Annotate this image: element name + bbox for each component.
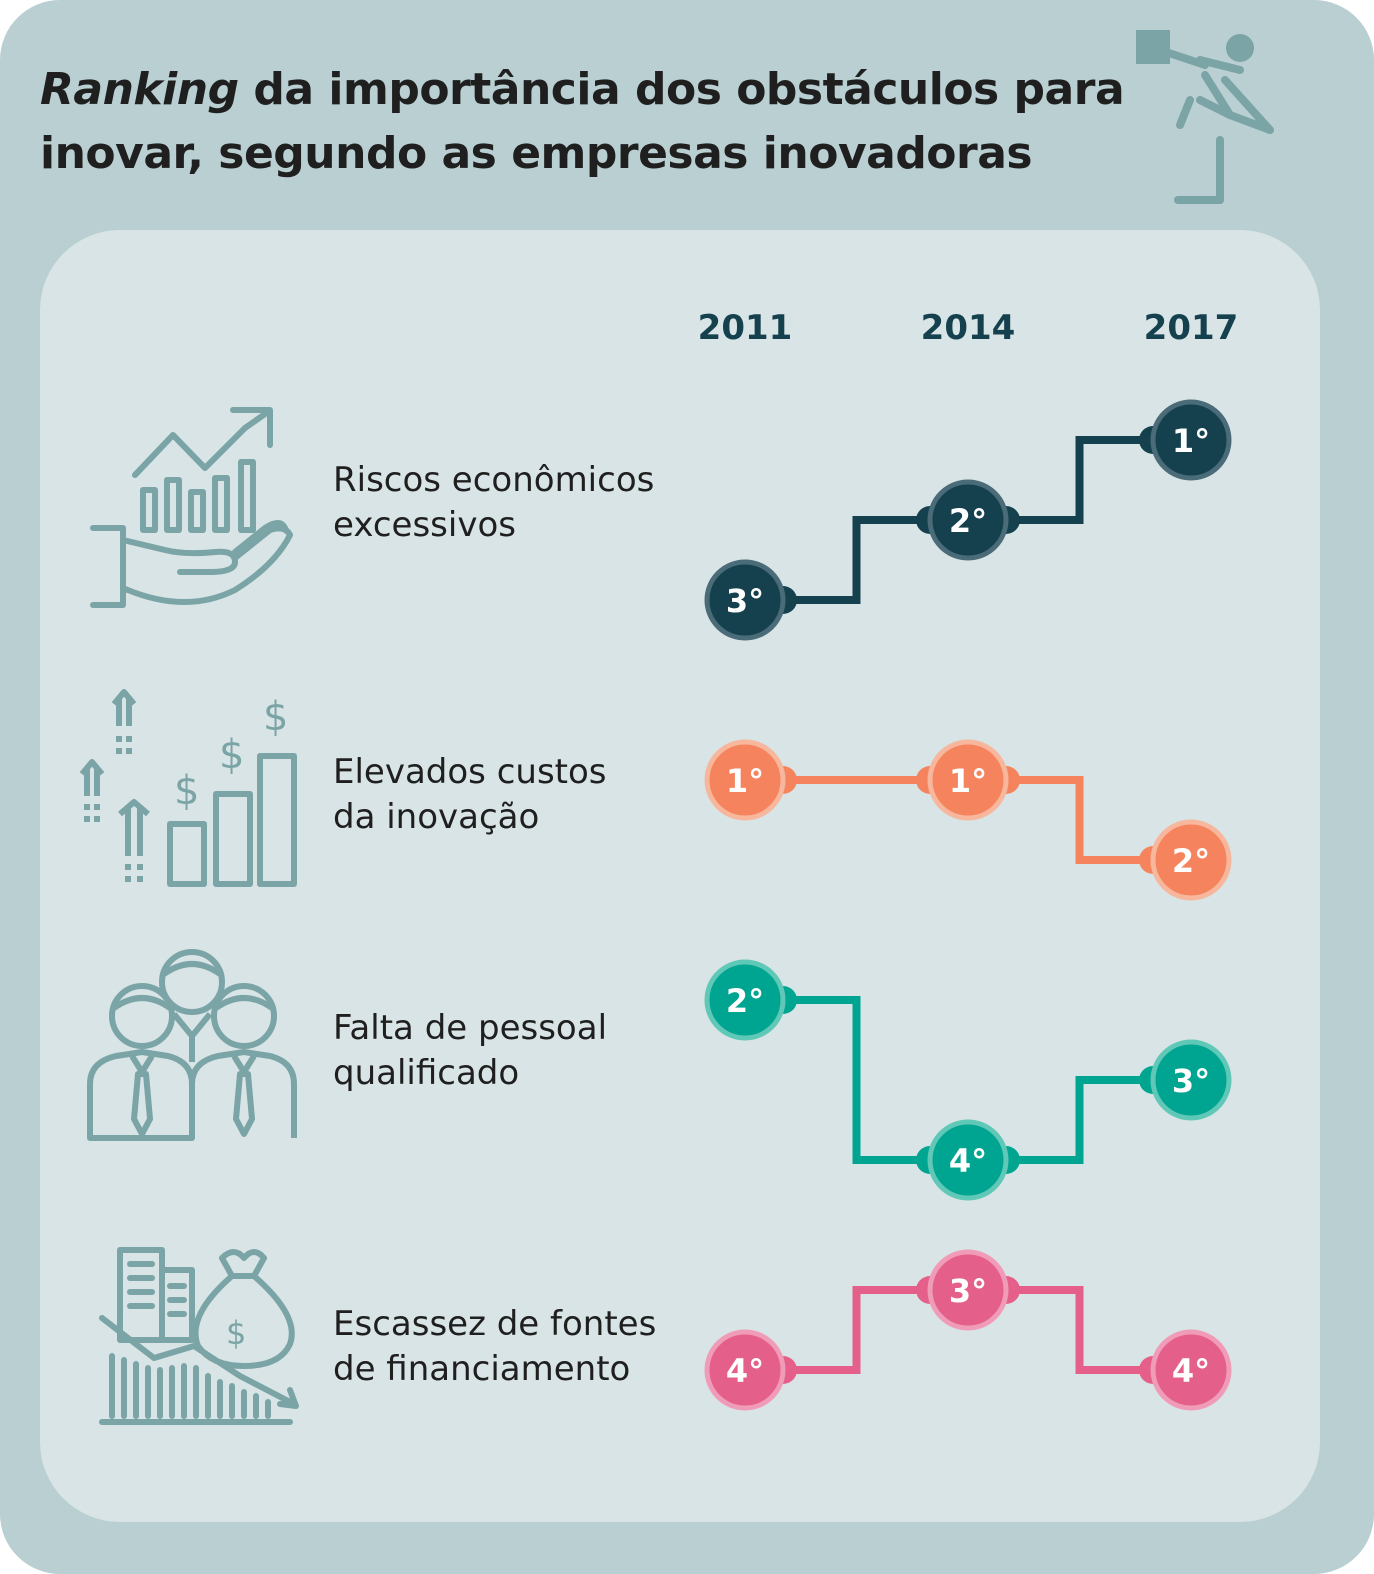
rank-point-financiamento-2011 — [704, 1329, 786, 1411]
rank-point-pessoal-2011 — [704, 959, 786, 1041]
chart-panel — [40, 230, 1320, 1522]
series-financiamento-connector — [968, 1286, 1191, 1374]
rank-point-custos-2014 — [927, 739, 1009, 821]
rank-point-pessoal-2017 — [1150, 1039, 1232, 1121]
rank-point-financiamento-2017 — [1150, 1329, 1232, 1411]
series-financiamento: 4° 3° 4° — [704, 1249, 1232, 1411]
rank-point-custos-2017 — [1150, 819, 1232, 901]
rank-point-custos-2011 — [704, 739, 786, 821]
rank-label-riscos-2011: 3° — [726, 582, 764, 620]
svg-text:$: $ — [226, 1314, 246, 1352]
series-pessoal-connector — [968, 1076, 1191, 1164]
year-label-2017: 2017 — [1143, 308, 1239, 348]
title-italic: Ranking — [40, 64, 239, 115]
series-label-riscos: Riscos econômicos excessivos — [333, 458, 693, 548]
business-people-group-icon — [87, 949, 297, 1141]
series-riscos-connector — [968, 436, 1191, 524]
series-label-financiamento-line2: de financiamento — [333, 1349, 631, 1389]
rank-point-riscos-2017 — [1150, 399, 1232, 481]
page-title: Ranking da importância dos obstáculos pa… — [40, 58, 1140, 186]
rank-label-pessoal-2014: 4° — [949, 1142, 987, 1180]
rank-label-pessoal-2011: 2° — [726, 982, 764, 1020]
series-label-custos-line1: Elevados custos — [333, 752, 607, 792]
rank-point-financiamento-2014 — [927, 1249, 1009, 1331]
series-pessoal: 2° 4° 3° — [704, 959, 1232, 1201]
series-label-pessoal-line1: Falta de pessoal — [333, 1008, 608, 1048]
series-financiamento-connector — [745, 1286, 968, 1374]
svg-text:$: $ — [263, 694, 288, 740]
rank-label-financiamento-2011: 4° — [726, 1352, 764, 1390]
series-pessoal-connector — [745, 996, 968, 1164]
rank-label-riscos-2014: 2° — [949, 502, 987, 540]
series-label-pessoal: Falta de pessoal qualificado — [333, 1006, 693, 1096]
series-riscos-connector — [745, 516, 968, 604]
svg-text:$: $ — [219, 732, 244, 778]
rank-point-riscos-2014 — [927, 479, 1009, 561]
year-label-2011: 2011 — [697, 308, 793, 348]
series-custos: 1° 1° 2° — [704, 739, 1232, 901]
hurdle-jumper-icon — [1136, 30, 1274, 204]
hand-growth-chart-icon — [90, 407, 293, 608]
title-rest-line1: da importância dos obstáculos para — [238, 64, 1125, 115]
series-label-financiamento: Escassez de fontes de financiamento — [333, 1302, 693, 1392]
title-line2: inovar, segundo as empresas inovadoras — [40, 128, 1033, 179]
rank-point-riscos-2011 — [704, 559, 786, 641]
series-label-custos: Elevados custos da inovação — [333, 750, 693, 840]
series-label-riscos-line2: excessivos — [333, 505, 516, 545]
rank-point-pessoal-2014 — [927, 1119, 1009, 1201]
rank-label-custos-2014: 1° — [949, 762, 987, 800]
rising-costs-bars-icon: $ $ $ — [79, 689, 297, 887]
series-label-riscos-line1: Riscos econômicos — [333, 460, 655, 500]
series-riscos: 3° 2° 1° — [704, 399, 1232, 641]
rank-label-financiamento-2017: 4° — [1172, 1352, 1210, 1390]
money-bag-buildings-icon: $ — [99, 1247, 299, 1425]
rank-label-financiamento-2014: 3° — [949, 1272, 987, 1310]
series-custos-connector — [968, 776, 1191, 864]
series-label-pessoal-line2: qualificado — [333, 1053, 520, 1093]
svg-text:$: $ — [174, 768, 199, 814]
series-label-custos-line2: da inovação — [333, 797, 540, 837]
series-label-financiamento-line1: Escassez de fontes — [333, 1304, 657, 1344]
rank-label-custos-2011: 1° — [726, 762, 764, 800]
rank-label-riscos-2017: 1° — [1172, 422, 1210, 460]
year-label-2014: 2014 — [920, 308, 1016, 348]
rank-label-pessoal-2017: 3° — [1172, 1062, 1210, 1100]
rank-label-custos-2017: 2° — [1172, 842, 1210, 880]
